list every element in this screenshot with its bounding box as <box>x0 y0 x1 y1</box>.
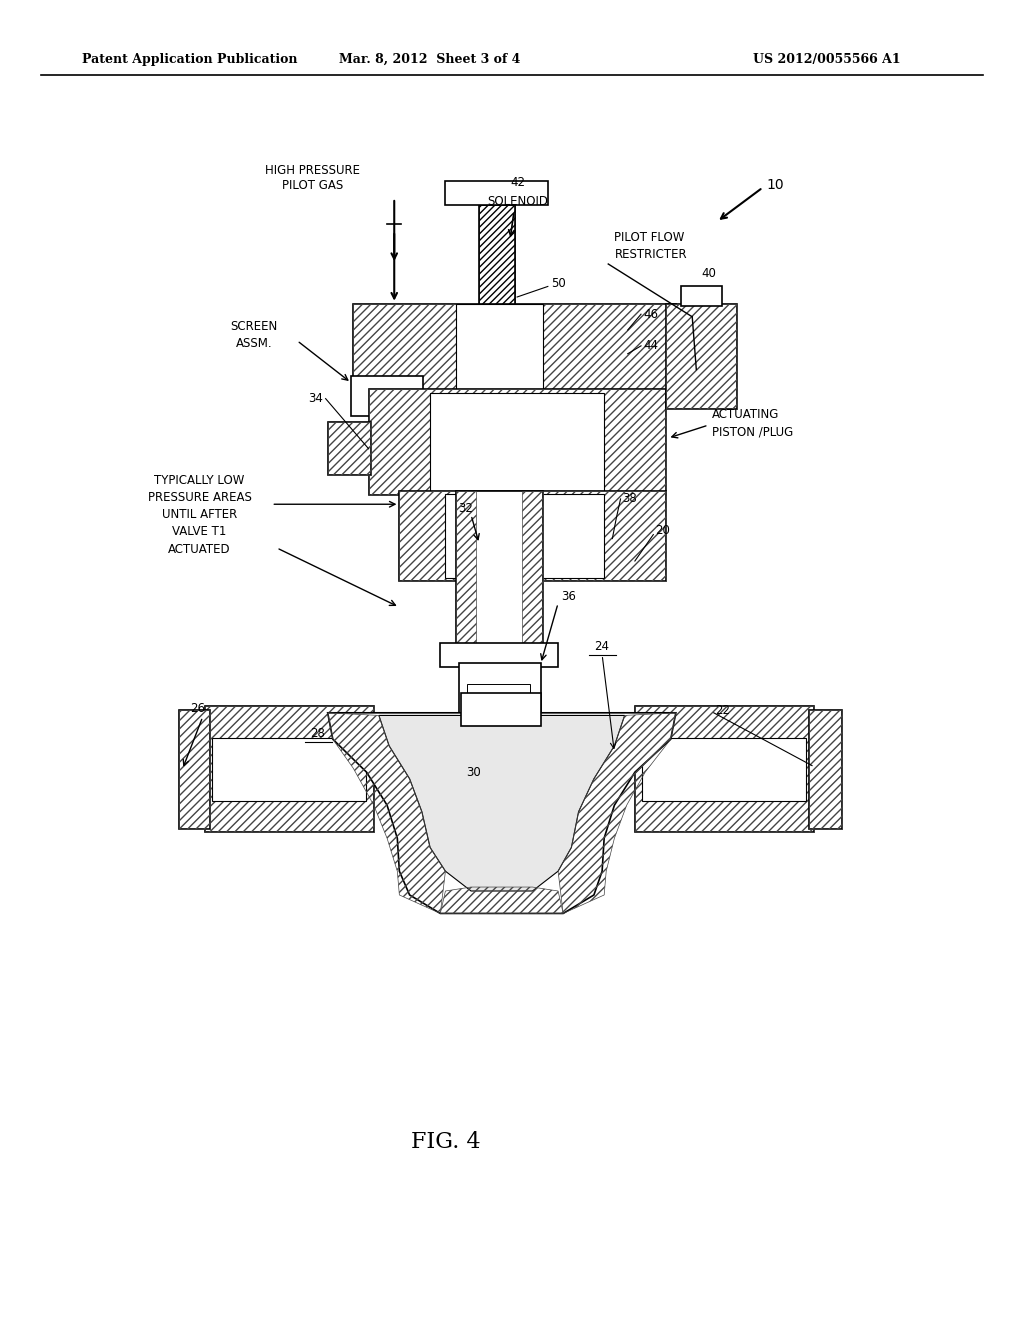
Bar <box>205 706 374 832</box>
Text: US 2012/0055566 A1: US 2012/0055566 A1 <box>754 53 901 66</box>
Polygon shape <box>328 713 676 913</box>
Text: 42: 42 <box>511 176 525 189</box>
Text: 26: 26 <box>189 702 205 715</box>
Bar <box>461 693 541 726</box>
Text: 22: 22 <box>715 704 730 717</box>
Bar <box>456 491 543 660</box>
Bar <box>399 491 666 581</box>
Bar <box>522 491 543 660</box>
Bar <box>666 304 737 409</box>
Bar <box>179 710 210 829</box>
Text: VALVE T1: VALVE T1 <box>172 525 227 539</box>
Bar <box>205 706 374 832</box>
Text: 24: 24 <box>595 640 609 653</box>
Bar <box>456 304 543 396</box>
Bar <box>445 181 548 205</box>
Bar <box>681 286 722 306</box>
Bar <box>399 491 666 581</box>
Text: UNTIL AFTER: UNTIL AFTER <box>162 508 238 521</box>
Bar <box>369 389 666 495</box>
Text: 30: 30 <box>466 766 480 779</box>
Bar <box>635 706 814 832</box>
Text: 46: 46 <box>643 308 658 321</box>
Text: PISTON /PLUG: PISTON /PLUG <box>712 425 793 438</box>
Text: Patent Application Publication: Patent Application Publication <box>82 53 297 66</box>
Bar <box>642 738 806 801</box>
Bar <box>478 205 514 323</box>
Bar <box>328 422 371 475</box>
Bar <box>459 663 541 726</box>
Bar <box>430 393 604 491</box>
Text: ACTUATED: ACTUATED <box>168 543 231 556</box>
Text: 20: 20 <box>655 524 671 537</box>
Text: HIGH PRESSURE
PILOT GAS: HIGH PRESSURE PILOT GAS <box>265 164 359 193</box>
Text: 34: 34 <box>307 392 323 405</box>
Bar <box>478 205 514 323</box>
Bar <box>212 738 366 801</box>
Text: SCREEN: SCREEN <box>230 319 278 333</box>
Text: 28: 28 <box>310 727 325 741</box>
Bar <box>635 706 814 832</box>
Text: 40: 40 <box>701 267 717 280</box>
Bar <box>809 710 842 829</box>
Bar <box>809 710 842 829</box>
Bar <box>666 304 737 409</box>
Bar <box>369 389 666 495</box>
Text: ACTUATING: ACTUATING <box>712 408 779 421</box>
Text: FIG. 4: FIG. 4 <box>411 1131 480 1152</box>
Text: 50: 50 <box>551 277 565 290</box>
Text: 10: 10 <box>766 178 783 191</box>
Text: 38: 38 <box>623 492 637 506</box>
Bar <box>351 376 423 416</box>
Text: SOLENOID: SOLENOID <box>487 195 549 209</box>
Bar <box>328 422 371 475</box>
Text: TYPICALLY LOW: TYPICALLY LOW <box>155 474 245 487</box>
Text: 36: 36 <box>561 590 577 603</box>
Text: PILOT FLOW: PILOT FLOW <box>614 231 685 244</box>
Text: RESTRICTER: RESTRICTER <box>614 248 687 261</box>
Bar <box>467 684 530 723</box>
Polygon shape <box>379 715 625 891</box>
Text: ASSM.: ASSM. <box>236 337 272 350</box>
Text: 44: 44 <box>643 339 658 352</box>
Bar <box>179 710 210 829</box>
Bar <box>353 304 676 396</box>
Bar <box>456 491 476 660</box>
Bar <box>353 304 676 396</box>
Text: PRESSURE AREAS: PRESSURE AREAS <box>147 491 252 504</box>
Text: 32: 32 <box>458 502 473 515</box>
Bar <box>445 494 604 578</box>
Bar <box>440 643 558 667</box>
Text: Mar. 8, 2012  Sheet 3 of 4: Mar. 8, 2012 Sheet 3 of 4 <box>339 53 521 66</box>
